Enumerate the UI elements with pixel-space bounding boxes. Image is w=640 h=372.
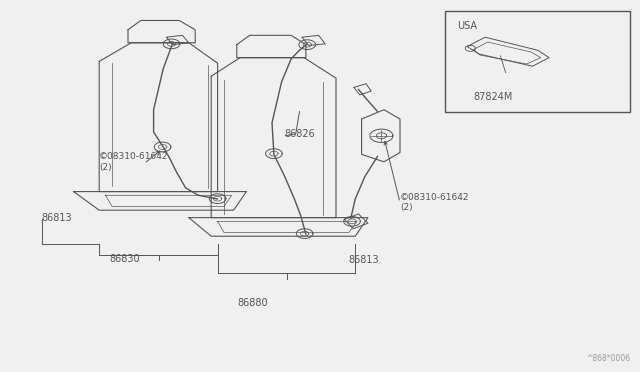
Text: 86813: 86813 (349, 256, 380, 265)
Text: ©08310-61642
(2): ©08310-61642 (2) (400, 193, 470, 212)
Text: 86830: 86830 (109, 254, 140, 263)
Text: 86880: 86880 (237, 298, 268, 308)
Text: ^868*0006: ^868*0006 (586, 355, 630, 363)
Text: ©08310-61642
(2): ©08310-61642 (2) (99, 152, 169, 171)
Text: 86813: 86813 (42, 213, 72, 222)
Text: USA: USA (458, 21, 477, 31)
Text: 86826: 86826 (285, 129, 316, 139)
FancyBboxPatch shape (445, 11, 630, 112)
Text: 87824M: 87824M (473, 92, 513, 102)
